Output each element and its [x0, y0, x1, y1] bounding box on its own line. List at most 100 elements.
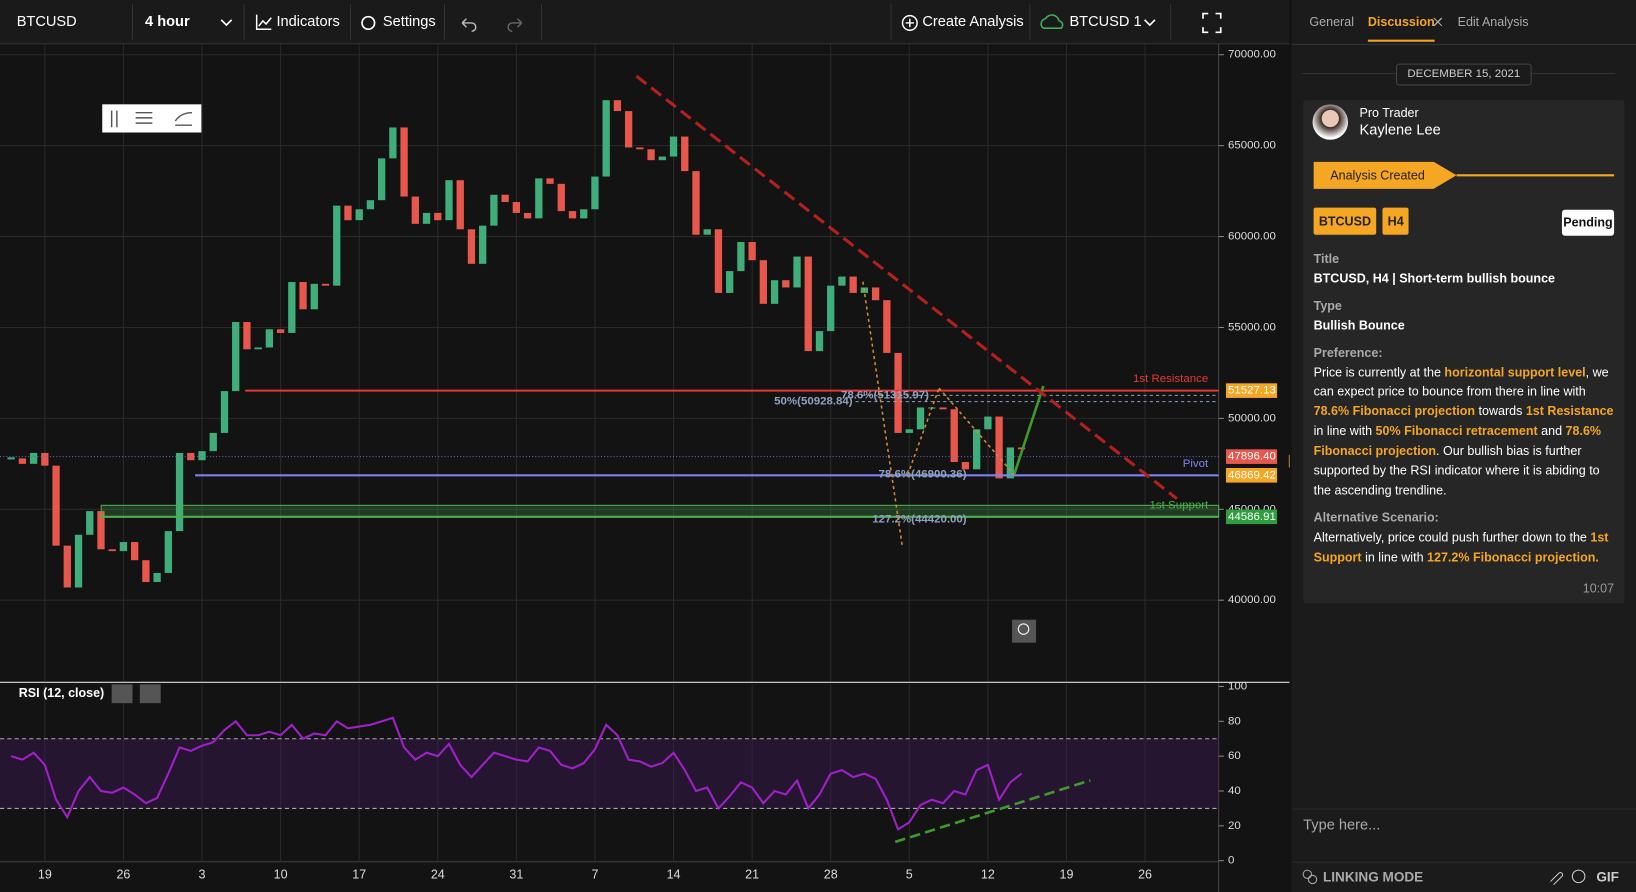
candle — [883, 300, 891, 353]
candle — [355, 209, 363, 221]
field-label: Type — [1313, 298, 1342, 313]
x-tick-label: 24 — [431, 868, 445, 882]
text-segment: Price is currently at the — [1313, 364, 1445, 380]
interval[interactable]: 4 hour — [145, 14, 190, 30]
undo-icon[interactable] — [461, 18, 477, 33]
candle — [490, 194, 498, 226]
fib-label: 50%(50928.84) — [774, 396, 853, 408]
rsi-trendline — [894, 779, 1091, 844]
text-segment: 78.6% Fibonacci projection — [1313, 404, 1476, 419]
section-text: Price is currently at the horizontal sup… — [1314, 363, 1617, 501]
candle — [961, 462, 970, 470]
y-tick-label: 0 — [1228, 855, 1234, 867]
cloud-icon[interactable] — [1040, 14, 1064, 29]
candle — [726, 271, 734, 293]
candle — [164, 531, 172, 573]
redo-icon[interactable] — [507, 18, 523, 33]
candle — [175, 452, 184, 532]
gif-button[interactable]: GIF — [1596, 869, 1619, 885]
candle — [894, 352, 902, 433]
candle — [276, 329, 285, 333]
analysis-card: Pro Trader Kaylene Lee Analysis Created … — [1303, 100, 1625, 604]
candle — [400, 127, 408, 197]
candle — [344, 205, 352, 221]
settings-button[interactable]: Settings — [383, 14, 436, 30]
x-tick-label: 3 — [199, 868, 206, 882]
candle — [366, 200, 375, 210]
tab[interactable]: Edit Analysis — [1457, 14, 1529, 30]
idea-button[interactable] — [1012, 619, 1037, 643]
avatar — [1312, 104, 1349, 140]
x-tick-label: 17 — [352, 868, 366, 882]
attach-icon[interactable] — [1550, 872, 1564, 886]
candle — [243, 322, 251, 350]
create-icon-plus[interactable] — [905, 18, 914, 28]
rsi-delete-button[interactable] — [139, 684, 161, 704]
candle — [501, 194, 509, 203]
candle — [411, 196, 419, 224]
time: 10:07 — [1582, 581, 1615, 596]
idea-icon[interactable] — [1017, 623, 1030, 635]
field-label: Title — [1313, 251, 1340, 267]
candle — [636, 147, 644, 150]
rsi-settings-button[interactable] — [111, 684, 133, 704]
y-tick-label: 40000.00 — [1228, 594, 1276, 606]
candle — [467, 229, 476, 264]
link-icon[interactable] — [1300, 867, 1319, 886]
level-tag — [1225, 383, 1278, 398]
dropdown-icon[interactable] — [220, 19, 233, 27]
candle — [299, 282, 307, 310]
symbol[interactable]: BTCUSD — [17, 14, 77, 30]
candle — [523, 212, 532, 219]
attach-emoji-icons[interactable] — [1546, 867, 1588, 886]
linking-mode[interactable]: LINKING MODE — [1322, 869, 1424, 885]
indicators-icon[interactable] — [255, 14, 272, 30]
projection-line — [1012, 385, 1045, 476]
input-border — [1291, 808, 1636, 810]
level-tag-label: 44586.91 — [1228, 511, 1276, 523]
close-tab[interactable] — [1433, 17, 1442, 27]
x-tick-label: 12 — [981, 868, 995, 882]
x-tick-label: 19 — [1060, 868, 1074, 882]
candle — [591, 176, 599, 210]
chart-area: BTCUSD 4 hour Indicators Settings Create… — [0, 4, 1290, 892]
candle — [613, 100, 622, 112]
message-input[interactable]: Type here... — [1303, 815, 1381, 833]
tab[interactable]: General — [1309, 14, 1354, 30]
candle — [871, 287, 880, 301]
toolbox-icons[interactable] — [110, 110, 192, 128]
emoji-icon[interactable] — [1571, 869, 1586, 884]
text-segment: Alternatively, price could push further … — [1313, 529, 1591, 545]
text-segment: and — [1537, 423, 1566, 439]
fullscreen-icon[interactable] — [1202, 12, 1222, 34]
text-segment: towards — [1475, 404, 1526, 419]
text-segment: in line with — [1313, 423, 1376, 439]
create-analysis-button[interactable]: Create Analysis — [922, 14, 1023, 30]
y-tick-label: 60000.00 — [1228, 231, 1276, 243]
indicators-button[interactable]: Indicators — [276, 14, 339, 30]
x-tick-label: 28 — [824, 868, 838, 882]
field-value: BTCUSD, H4 | Short-term bullish bounce — [1313, 271, 1556, 286]
candle — [535, 178, 543, 219]
candle — [804, 256, 812, 352]
create-icon[interactable] — [901, 14, 918, 31]
field-value: Bullish Bounce — [1313, 317, 1405, 333]
text-segment: 50% Fibonacci retracement — [1375, 423, 1538, 439]
tab[interactable]: Discussion — [1367, 15, 1435, 42]
fib-label: 127.2%(44420.00) — [872, 514, 967, 526]
rsi-zone — [0, 738, 1219, 809]
candle — [333, 205, 341, 286]
settings-icon[interactable] — [361, 15, 376, 31]
dropdown-icon[interactable] — [1143, 19, 1156, 27]
candle — [939, 407, 947, 410]
last-price-label: 47896.40 — [1228, 451, 1276, 463]
candle — [142, 560, 150, 583]
instrument-selector[interactable]: BTCUSD 1 — [1069, 14, 1141, 30]
text-segment: 1st Support — [1313, 529, 1609, 565]
level-tag — [1225, 468, 1278, 483]
x-tick-label: 7 — [591, 868, 598, 882]
candle — [86, 511, 94, 535]
candle — [434, 212, 442, 221]
x-tick-label: 21 — [745, 868, 759, 882]
support-zone — [100, 504, 1220, 518]
